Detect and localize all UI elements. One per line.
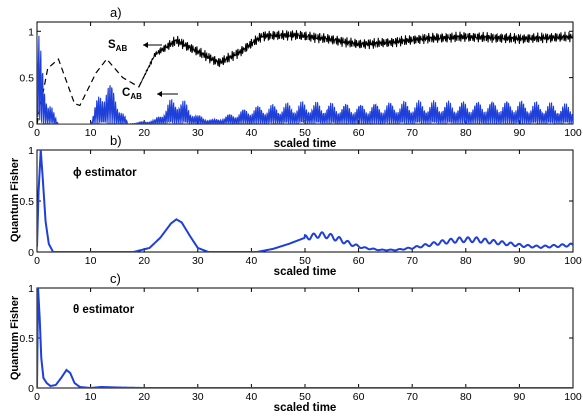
y-tick-label: 0.5	[19, 333, 34, 345]
x-tick-label: 20	[138, 255, 150, 267]
plot-frame	[36, 287, 574, 389]
estimator-annotation: θ estimator	[73, 304, 135, 316]
series-label-c-ab: CAB	[122, 87, 142, 101]
arrow-head-icon	[143, 42, 148, 48]
series-c-ab-line	[37, 34, 573, 124]
x-axis-label: scaled time	[274, 138, 337, 150]
series-label-main: S	[108, 39, 116, 51]
x-tick-label: 70	[406, 127, 418, 139]
series-label-s-ab: SAB	[108, 39, 127, 53]
x-tick-label: 0	[34, 391, 40, 403]
series-label-sub: AB	[116, 44, 128, 53]
x-tick-label: 60	[353, 255, 365, 267]
x-tick-label: 40	[246, 391, 258, 403]
x-axis-label: scaled time	[274, 266, 337, 278]
x-tick-label: 10	[85, 391, 97, 403]
x-tick-label: 70	[406, 391, 418, 403]
panel-1: 0 10 20 30 40 50 60 70 80 90 100 0 0.5 1 scaled time a)…	[19, 5, 582, 150]
x-tick-label: 40	[246, 127, 258, 139]
x-tick-label: 20	[138, 127, 150, 139]
x-tick-label: 90	[514, 127, 526, 139]
x-tick-label: 60	[353, 391, 365, 403]
x-tick-label: 10	[85, 255, 97, 267]
y-tick-label: 1	[28, 145, 34, 157]
panel-label: a)	[110, 5, 122, 20]
x-tick-label: 80	[460, 255, 472, 267]
x-tick-label: 10	[85, 127, 97, 139]
x-tick-label: 30	[192, 127, 204, 139]
x-tick-label: 70	[406, 255, 418, 267]
y-tick-label: 0	[28, 119, 34, 131]
series-label-main: C	[122, 87, 130, 99]
x-tick-label: 0	[34, 127, 40, 139]
arrow-head-icon	[157, 91, 162, 97]
series-quantum-fisher-line	[37, 288, 573, 388]
y-axis-label: Quantum Fisher	[9, 157, 21, 242]
y-tick-label: 0	[28, 383, 34, 395]
y-tick-label: 0.5	[19, 196, 34, 208]
x-tick-label: 100	[564, 391, 582, 403]
y-tick-label: 1	[28, 26, 34, 38]
x-tick-label: 80	[460, 391, 472, 403]
panel-2: 0 10 20 30 40 50 60 70 80 90 100 0 0.5 1 scaled time Qu…	[9, 133, 582, 278]
x-tick-label: 30	[192, 255, 204, 267]
x-tick-label: 30	[192, 391, 204, 403]
x-tick-label: 0	[34, 255, 40, 267]
x-tick-label: 60	[353, 127, 365, 139]
y-tick-label: 0	[28, 247, 34, 259]
panel-label: c)	[110, 271, 121, 286]
y-axis-label: Quantum Fisher	[9, 295, 21, 380]
panel-label: b)	[110, 133, 122, 148]
x-tick-label: 100	[564, 255, 582, 267]
x-axis-label: scaled time	[274, 402, 337, 414]
x-tick-label: 90	[514, 255, 526, 267]
x-tick-label: 50	[299, 127, 311, 139]
series-s-ab-line	[138, 30, 573, 88]
x-tick-label: 90	[514, 391, 526, 403]
y-tick-label: 1	[28, 283, 34, 295]
panel-3: 0 10 20 30 40 50 60 70 80 90 100 0 0.5 1 scaled time Qu…	[9, 271, 582, 414]
x-tick-label: 100	[564, 127, 582, 139]
x-tick-label: 20	[138, 391, 150, 403]
x-tick-label: 50	[299, 391, 311, 403]
series-label-sub: AB	[130, 92, 142, 101]
x-tick-label: 40	[246, 255, 258, 267]
estimator-annotation: ϕ estimator	[73, 167, 137, 179]
y-tick-label: 0.5	[19, 73, 34, 85]
series-quantum-fisher-line	[37, 150, 573, 252]
x-tick-label: 80	[460, 127, 472, 139]
x-tick-label: 50	[299, 255, 311, 267]
